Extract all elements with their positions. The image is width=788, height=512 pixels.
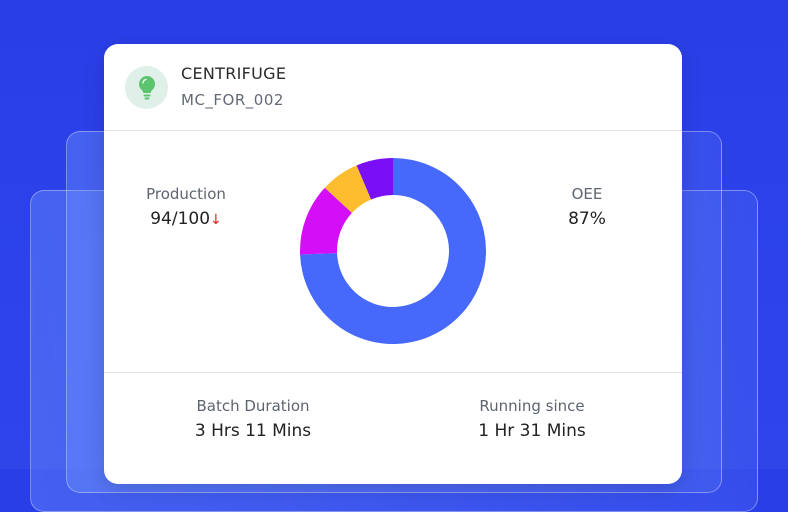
running-since-label: Running since xyxy=(479,397,585,415)
lightbulb-icon xyxy=(138,75,155,99)
card-header: CENTRIFUGE MC_FOR_002 xyxy=(104,44,682,131)
donut-chart xyxy=(300,158,486,344)
donut-segment-4 xyxy=(356,158,393,200)
trend-down-icon: ↓ xyxy=(210,212,222,228)
running-since-stat: Running since 1 Hr 31 Mins xyxy=(452,397,612,441)
donut-segment-1 xyxy=(300,158,486,344)
machine-name: CENTRIFUGE xyxy=(181,64,287,83)
production-label: Production xyxy=(146,185,226,203)
machine-avatar xyxy=(125,66,168,109)
oee-label: OEE xyxy=(571,185,603,203)
batch-duration-label: Batch Duration xyxy=(196,397,310,415)
production-value: 94/100 xyxy=(150,209,211,229)
production-stat: Production 94/100↓ xyxy=(106,185,266,229)
donut-segment-3 xyxy=(324,165,372,213)
metrics-section: Production 94/100↓ OEE 87% xyxy=(104,131,682,373)
oee-stat: OEE 87% xyxy=(507,185,667,229)
batch-duration-stat: Batch Duration 3 Hrs 11 Mins xyxy=(173,397,333,441)
batch-duration-value: 3 Hrs 11 Mins xyxy=(194,421,312,441)
running-since-value: 1 Hr 31 Mins xyxy=(478,421,586,441)
oee-value: 87% xyxy=(568,209,606,229)
donut-segment-2 xyxy=(300,187,352,255)
machine-card: CENTRIFUGE MC_FOR_002 Production 94/100↓… xyxy=(104,44,682,484)
machine-code: MC_FOR_002 xyxy=(181,91,284,109)
